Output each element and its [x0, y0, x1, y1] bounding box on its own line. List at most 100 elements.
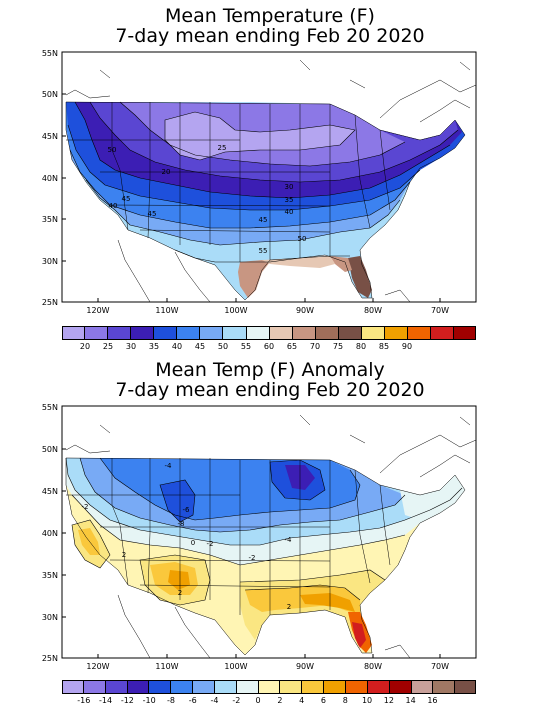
panel1-lat-labels: 55N 50N 45N 40N 35N 30N 25N — [42, 49, 58, 307]
panel2-lon-labels: 120W 110W 100W 90W 80W 70W — [86, 662, 449, 671]
colorbar-tick-label: 65 — [286, 342, 298, 351]
colorbar-tick-label: 60 — [263, 342, 275, 351]
colorbar-tick-label: -16 — [77, 696, 91, 705]
colorbar-tick-label: 85 — [378, 342, 390, 351]
colorbar-tick-label: 0 — [255, 696, 261, 705]
colorbar-tick-label: 12 — [383, 696, 394, 705]
lon-label: 80W — [364, 662, 382, 671]
colorbar-tick-label: -6 — [188, 696, 197, 705]
contour-label: 20 — [162, 168, 171, 176]
panel1-temperature-field — [62, 52, 476, 302]
colorbar-swatch — [269, 326, 293, 340]
colorbar-tick-label: 14 — [405, 696, 416, 705]
contour-label: -6 — [183, 506, 191, 514]
colorbar-swatch — [127, 680, 150, 694]
lon-label: 70W — [431, 662, 449, 671]
lat-label: 45N — [42, 487, 58, 496]
lat-label: 55N — [42, 49, 58, 58]
colorbar-swatch — [345, 680, 368, 694]
contour-label: 45 — [259, 216, 268, 224]
colorbar-swatch — [433, 680, 456, 694]
lon-label: 100W — [224, 662, 247, 671]
colorbar-swatch — [315, 326, 339, 340]
lat-label: 40N — [42, 174, 58, 183]
colorbar-tick-label: 90 — [401, 342, 413, 351]
contour-label: 45 — [122, 195, 131, 203]
lat-label: 50N — [42, 90, 58, 99]
colorbar-swatch — [292, 326, 316, 340]
colorbar-swatch — [338, 326, 362, 340]
panel1-colorbar-frame — [62, 326, 476, 340]
colorbar-tick-label: -14 — [99, 696, 113, 705]
colorbar-tick-label: 50 — [217, 342, 229, 351]
colorbar-swatch — [85, 326, 109, 340]
lat-label: 35N — [42, 571, 58, 580]
colorbar-tick-label: 75 — [332, 342, 344, 351]
colorbar-tick-label: 25 — [102, 342, 114, 351]
panel1-title-line1: Mean Temperature (F) — [165, 5, 375, 27]
colorbar-tick-label: -10 — [142, 696, 156, 705]
colorbar-tick-label: 70 — [309, 342, 321, 351]
lon-label: 120W — [86, 662, 109, 671]
colorbar-tick-label: 4 — [299, 696, 305, 705]
colorbar-swatch — [246, 326, 270, 340]
contour-label: -2 — [249, 554, 256, 562]
colorbar-tick-label: 2 — [277, 696, 283, 705]
contour-label: -2 — [207, 540, 214, 548]
colorbar-tick-label: -8 — [166, 696, 175, 705]
panel1-colorbar — [62, 326, 477, 340]
colorbar-swatch — [83, 680, 106, 694]
colorbar-tick-label: -12 — [120, 696, 134, 705]
colorbar-swatch — [105, 680, 128, 694]
panel1-title-line2: 7-day mean ending Feb 20 2020 — [115, 25, 425, 47]
colorbar-swatch — [302, 680, 325, 694]
colorbar-swatch — [154, 326, 178, 340]
colorbar-swatch — [411, 680, 434, 694]
lat-label: 55N — [42, 403, 58, 412]
lat-label: 25N — [42, 654, 58, 663]
colorbar-swatch — [280, 680, 303, 694]
lat-label: 30N — [42, 613, 58, 622]
lat-label: 50N — [42, 445, 58, 454]
colorbar-swatch — [389, 680, 412, 694]
colorbar-swatch — [367, 680, 390, 694]
contour-label: 25 — [218, 144, 227, 152]
lat-label: 25N — [42, 298, 58, 307]
colorbar-tick-label: -4 — [210, 696, 219, 705]
contour-label: -4 — [285, 536, 293, 544]
panel2-title-line2: 7-day mean ending Feb 20 2020 — [115, 379, 425, 401]
panel2-colorbar-ticks: -16 -14 -12 -10 -8 -6 -4 -2 0 2 4 6 8 10 12 14 16 — [62, 696, 476, 708]
panel1-colorbar-ticks: 20 25 30 35 40 45 50 55 60 65 70 75 80 85 90 — [62, 342, 476, 354]
colorbar-swatch — [236, 680, 259, 694]
colorbar-swatch — [108, 326, 132, 340]
colorbar-swatch — [258, 680, 281, 694]
colorbar-swatch — [177, 326, 201, 340]
lon-label: 110W — [155, 662, 178, 671]
colorbar-tick-label: 16 — [427, 696, 438, 705]
colorbar-swatch — [171, 680, 194, 694]
contour-label: 50 — [298, 235, 307, 243]
lat-label: 40N — [42, 529, 58, 538]
lon-label: 100W — [224, 306, 247, 315]
panel1-lon-labels: 120W 110W 100W 90W 80W 70W — [86, 306, 449, 315]
colorbar-swatch — [431, 326, 455, 340]
colorbar-tick-label: 8 — [342, 696, 348, 705]
contour-label: 30 — [285, 183, 294, 191]
colorbar-swatch — [223, 326, 247, 340]
contour-label: 45 — [148, 210, 157, 218]
contour-label: 2 — [287, 603, 291, 611]
contour-label: 0 — [191, 539, 195, 547]
colorbar-tick-label: 35 — [148, 342, 160, 351]
lon-label: 90W — [296, 662, 314, 671]
colorbar-swatch — [214, 680, 237, 694]
contour-label: 40 — [285, 208, 294, 216]
lon-label: 70W — [431, 306, 449, 315]
colorbar-swatch — [149, 680, 172, 694]
colorbar-tick-label: 10 — [361, 696, 373, 705]
contour-label: -2 — [82, 503, 89, 511]
panel2-title-line1: Mean Temp (F) Anomaly — [155, 359, 385, 381]
colorbar-swatch — [62, 680, 84, 694]
contour-label: 50 — [108, 146, 117, 154]
lon-label: 120W — [86, 306, 109, 315]
